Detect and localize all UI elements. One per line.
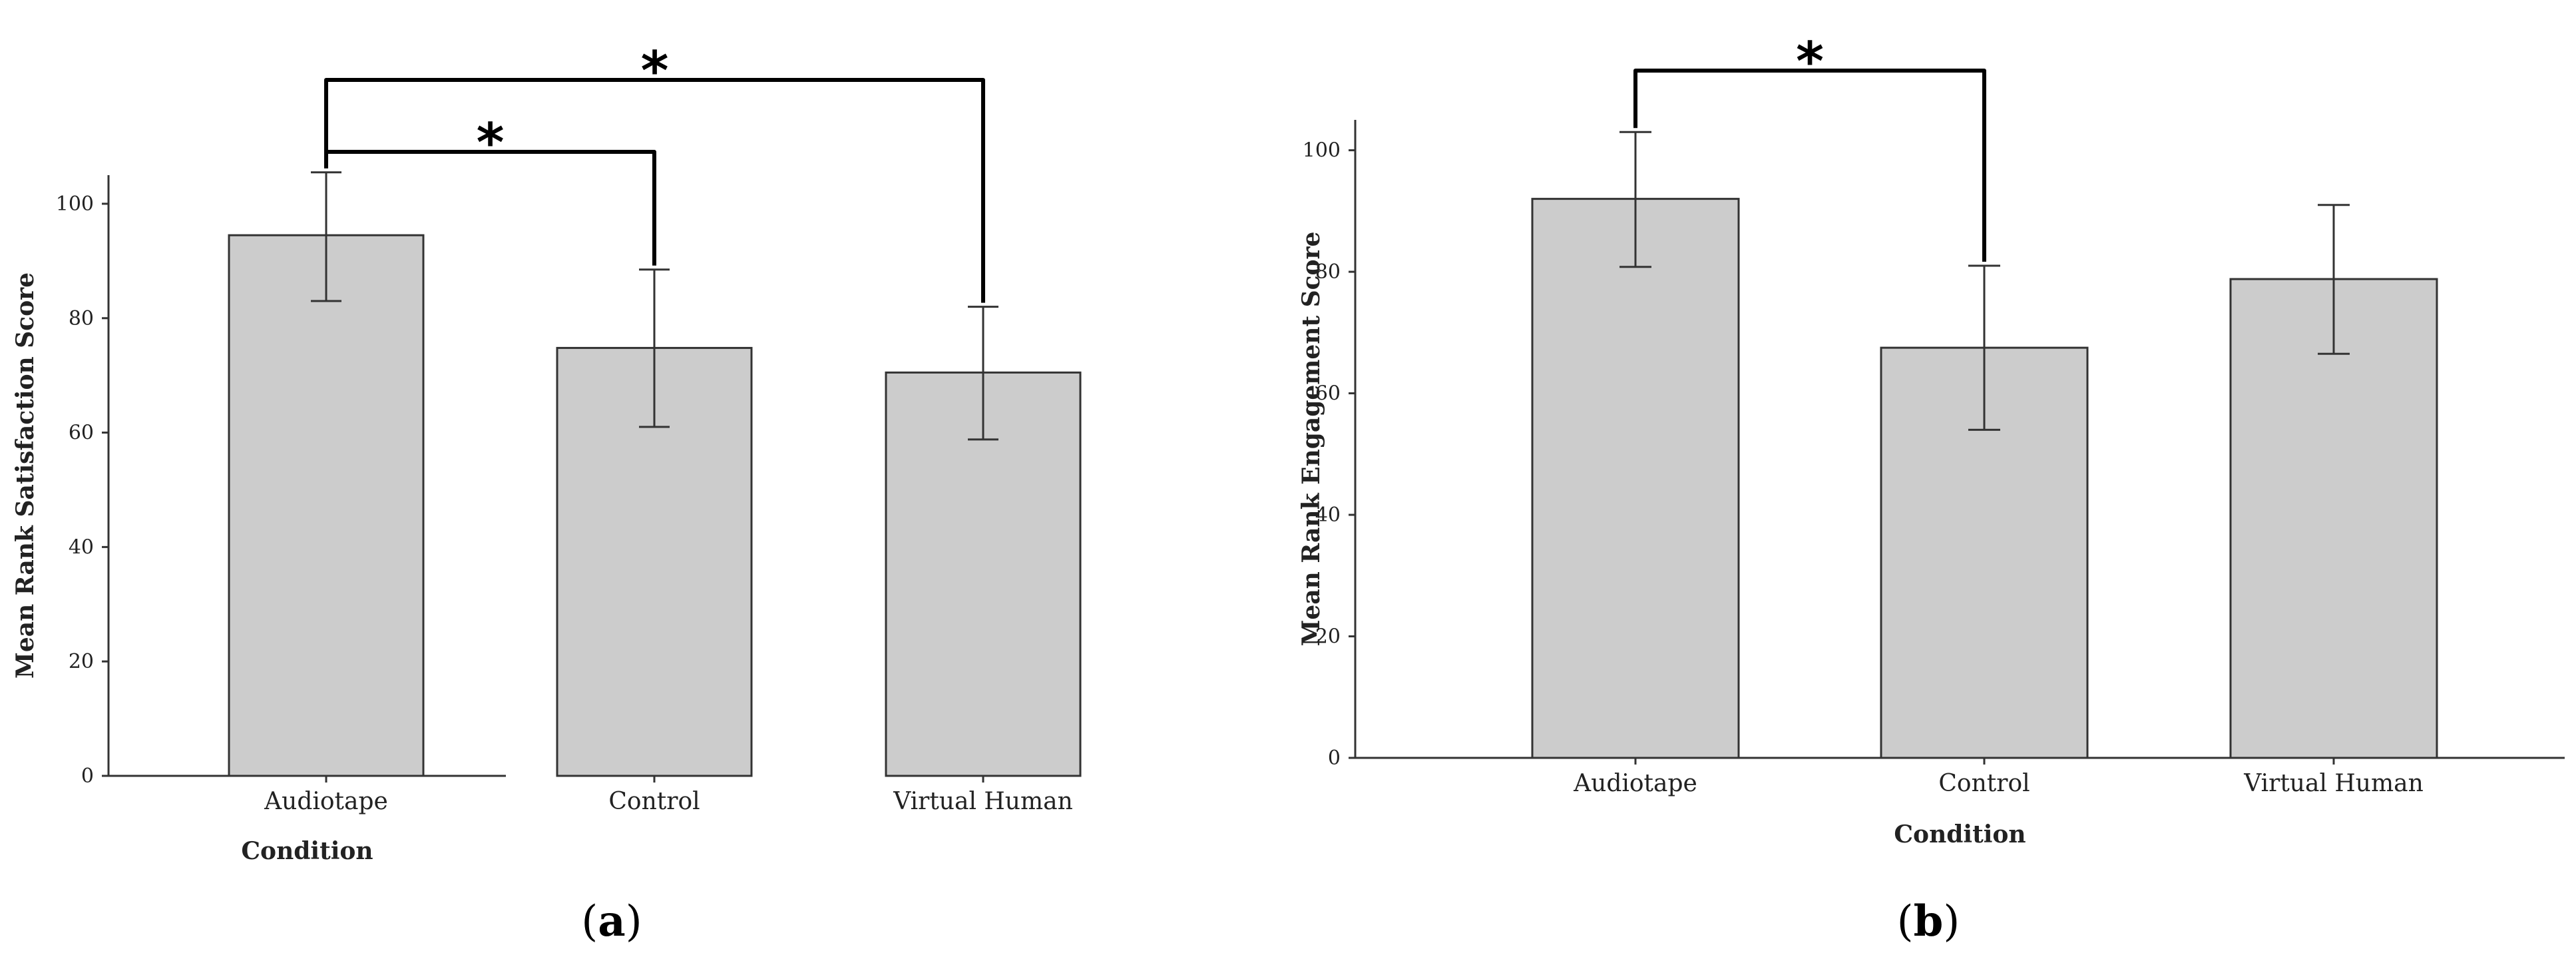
significance-star: * [1796,31,1824,93]
y-axis-title: Mean Rank Satisfaction Score [11,272,39,679]
y-tick-label: 80 [69,307,94,330]
significance-star: * [477,112,505,174]
x-category-label: Virtual Human [893,788,1073,815]
panel-label-close-paren: ) [626,897,642,946]
x-category-label: Audiotape [1573,770,1697,797]
y-tick-label: 100 [1303,139,1341,162]
bar-audiotape [228,234,425,777]
bar-virtual-human [2229,278,2438,759]
bar-audiotape [1531,198,1740,759]
panel-label: (b) [1897,896,1960,946]
y-tick-label: 40 [1315,503,1341,527]
significance-bracket [1633,69,1986,262]
y-tick-label: 40 [69,535,94,559]
x-axis-title: Condition [1894,820,2026,848]
x-category-label: Control [608,788,700,815]
panel-label-letter: a [598,896,625,946]
x-category-label: Control [1938,770,2030,797]
y-tick-label: 0 [1328,747,1341,770]
panel-a-satisfaction-chart: 0 20 40 60 80 100 Audiotape Control Virtual Huma… [11,40,1082,946]
x-category-label: Virtual Human [2243,770,2424,797]
y-tick-label: 20 [1315,625,1341,649]
x-category-label: Audiotape [264,788,388,815]
panel-b-engagement-chart: 0 20 40 60 80 100 Audiotape Control Virtual Huma… [1297,31,2565,946]
y-tick-label: 60 [1315,382,1341,406]
y-axis-title: Mean Rank Engagement Score [1297,232,1325,647]
y-tick-label: 100 [56,192,94,216]
significance-star: * [641,40,669,102]
x-axis-title: Condition [241,837,373,865]
panel-label-open-paren: ( [581,897,598,946]
y-tick-label: 0 [81,765,94,788]
panel-label-open-paren: ( [1897,897,1914,946]
y-tick-label: 80 [1315,260,1341,284]
y-tick-label: 20 [69,650,94,673]
panel-label-close-paren: ) [1943,897,1960,946]
panel-label-letter: b [1914,896,1944,946]
panel-label: (a) [581,896,642,946]
y-tick-label: 60 [69,422,94,445]
significance-bracket [324,78,985,303]
